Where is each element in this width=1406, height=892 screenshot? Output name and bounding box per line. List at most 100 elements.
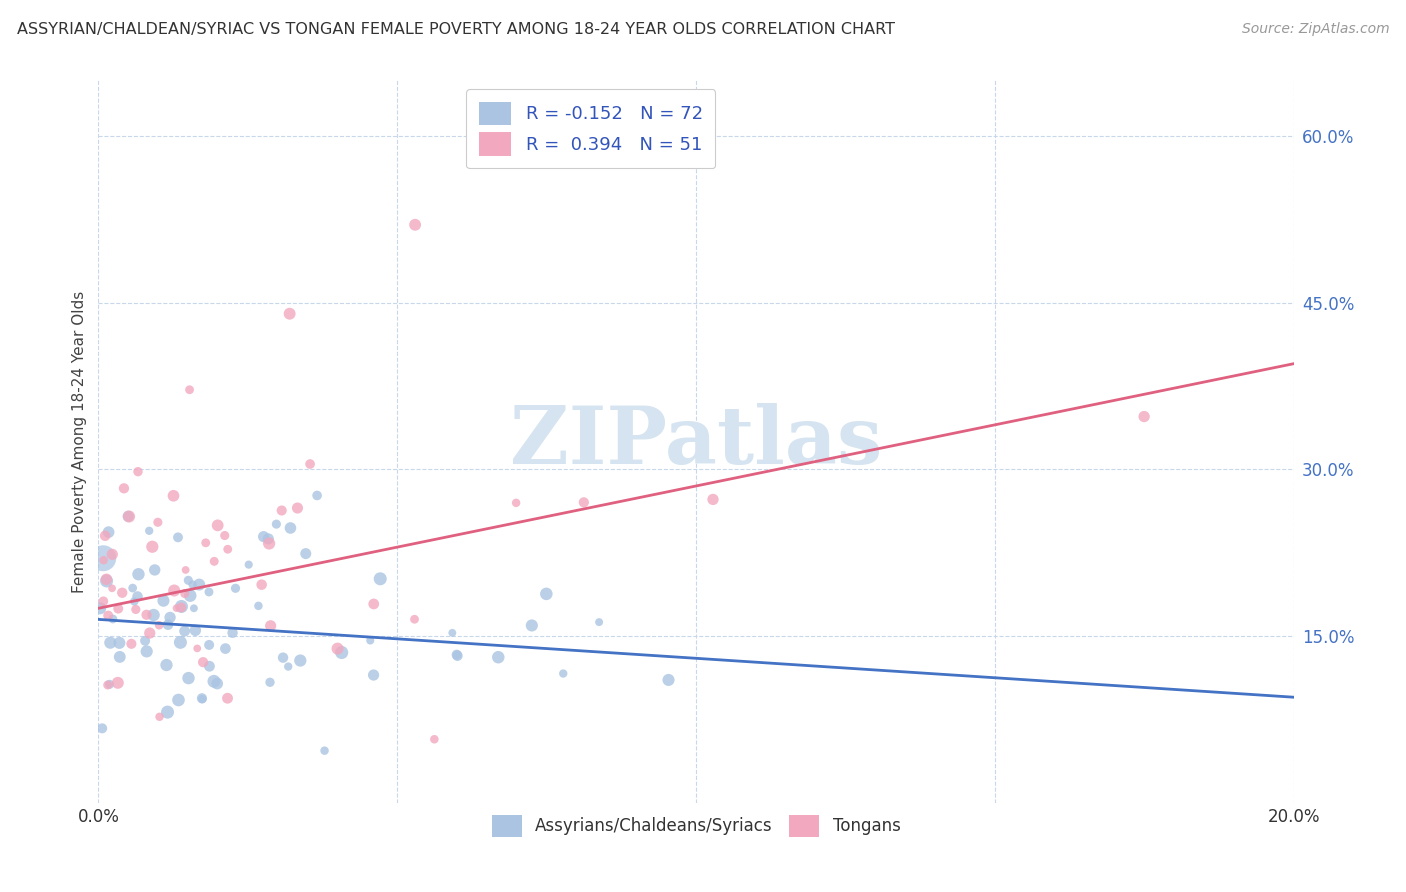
Point	[214, 528, 236, 542]
Point	[162, 489, 184, 503]
Point	[363, 597, 385, 611]
Point	[93, 594, 115, 608]
Point	[314, 744, 336, 758]
Point	[250, 577, 273, 591]
Point	[266, 517, 288, 532]
Point	[127, 567, 149, 582]
Point	[170, 600, 193, 615]
Point	[96, 574, 118, 588]
Point	[330, 646, 353, 660]
Point	[183, 601, 205, 615]
Point	[127, 590, 149, 604]
Point	[191, 692, 214, 706]
Point	[214, 641, 236, 656]
Point	[191, 655, 214, 669]
Text: ZIPatlas: ZIPatlas	[510, 402, 882, 481]
Point	[135, 644, 157, 658]
Point	[159, 610, 181, 624]
Text: ASSYRIAN/CHALDEAN/SYRIAC VS TONGAN FEMALE POVERTY AMONG 18-24 YEAR OLDS CORRELAT: ASSYRIAN/CHALDEAN/SYRIAC VS TONGAN FEMAL…	[17, 22, 894, 37]
Point	[121, 581, 143, 595]
Point	[156, 617, 179, 632]
Point	[257, 536, 280, 550]
Point	[93, 553, 115, 567]
Point	[238, 558, 260, 572]
Point	[181, 577, 204, 591]
Point	[179, 589, 201, 603]
Point	[404, 612, 426, 626]
Point	[107, 601, 129, 615]
Point	[166, 601, 188, 615]
Point	[169, 635, 191, 649]
Point	[572, 495, 595, 509]
Point	[702, 492, 724, 507]
Point	[112, 481, 135, 495]
Point	[91, 551, 114, 566]
Point	[205, 676, 228, 690]
Point	[124, 594, 146, 608]
Point	[221, 625, 243, 640]
Point	[155, 658, 177, 673]
Point	[359, 633, 381, 648]
Point	[188, 577, 211, 591]
Point	[143, 563, 166, 577]
Point	[202, 554, 225, 568]
Point	[277, 659, 299, 673]
Point	[108, 649, 131, 664]
Point	[120, 637, 142, 651]
Point	[486, 650, 509, 665]
Point	[170, 599, 193, 614]
Point	[134, 633, 156, 648]
Point	[167, 693, 190, 707]
Point	[163, 583, 186, 598]
Point	[252, 530, 274, 544]
Point	[177, 574, 200, 588]
Point	[118, 509, 141, 524]
Point	[247, 599, 270, 613]
Point	[307, 488, 329, 502]
Point	[152, 593, 174, 607]
Point	[505, 496, 527, 510]
Point	[446, 648, 468, 662]
Point	[441, 625, 464, 640]
Point	[191, 691, 214, 706]
Point	[101, 547, 124, 561]
Text: Source: ZipAtlas.com: Source: ZipAtlas.com	[1241, 22, 1389, 37]
Point	[225, 582, 247, 596]
Point	[179, 383, 201, 397]
Point	[107, 675, 129, 690]
Point	[278, 307, 301, 321]
Point	[139, 626, 162, 640]
Point	[96, 572, 118, 586]
Point	[294, 547, 316, 561]
Point	[198, 659, 221, 673]
Point	[186, 641, 208, 656]
Point	[101, 612, 124, 626]
Point	[217, 542, 239, 557]
Point	[98, 636, 121, 650]
Point	[271, 650, 294, 665]
Point	[536, 587, 558, 601]
Point	[207, 518, 229, 533]
Point	[97, 608, 120, 623]
Point	[657, 673, 679, 687]
Point	[184, 624, 207, 638]
Point	[138, 524, 160, 538]
Point	[142, 607, 165, 622]
Point	[89, 601, 111, 615]
Point	[280, 521, 302, 535]
Point	[326, 641, 349, 656]
Point	[368, 572, 391, 586]
Point	[97, 525, 120, 540]
Point	[363, 668, 385, 682]
Point	[125, 602, 148, 616]
Point	[198, 585, 221, 599]
Point	[173, 624, 195, 639]
Point	[91, 722, 114, 736]
Point	[94, 529, 117, 543]
Point	[117, 509, 139, 524]
Point	[98, 677, 121, 691]
Point	[404, 218, 426, 232]
Point	[97, 678, 120, 692]
Point	[588, 615, 610, 629]
Point	[299, 457, 322, 471]
